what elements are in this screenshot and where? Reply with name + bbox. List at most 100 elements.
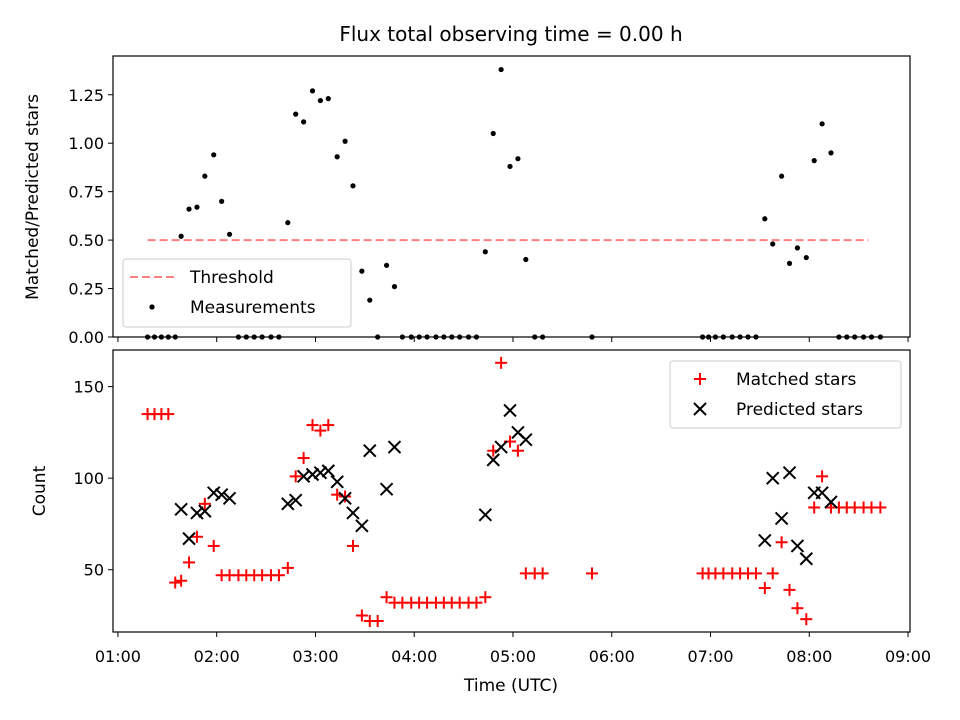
predicted-stars-point — [305, 467, 320, 482]
measurement-point — [293, 111, 299, 117]
legend-threshold-label: Threshold — [189, 268, 274, 288]
measurement-point — [490, 130, 496, 137]
x-tick-label: 09:00 — [885, 647, 931, 666]
matched-stars-point — [800, 613, 813, 626]
predicted-stars-point — [207, 486, 221, 500]
predicted-stars-point — [289, 493, 303, 507]
x-tick-label: 04:00 — [391, 647, 437, 666]
measurement-point — [811, 158, 817, 164]
matched-stars-point — [346, 539, 359, 552]
x-tick-label: 02:00 — [194, 647, 240, 666]
x-tick-label: 06:00 — [589, 647, 635, 666]
bottom-y-ticks: 50 100 150 — [73, 378, 113, 580]
matched-stars-point — [749, 567, 762, 580]
predicted-stars-point — [774, 511, 789, 526]
matched-stars-point — [355, 609, 368, 622]
predicted-stars-point — [494, 440, 508, 454]
bottom-marks — [141, 356, 887, 628]
measurement-point — [325, 96, 331, 102]
predicted-stars-point — [758, 533, 772, 548]
matched-stars-point — [306, 419, 319, 432]
predicted-stars-point — [174, 502, 188, 517]
matched-stars-point — [816, 470, 829, 483]
predicted-stars-point — [281, 497, 295, 511]
matched-stars-point — [874, 501, 887, 514]
matched-stars-point — [281, 561, 294, 574]
predicted-stars-point — [214, 487, 229, 502]
predicted-stars-point — [198, 504, 212, 518]
measurement-point — [828, 150, 834, 156]
predicted-stars-point — [486, 453, 500, 467]
measurement-point — [819, 121, 825, 127]
predicted-stars-point — [222, 491, 237, 506]
top-y-tick-label: 0.00 — [68, 328, 104, 347]
matched-stars-point — [585, 567, 598, 580]
measurement-point — [309, 88, 316, 94]
measurement-point — [285, 220, 291, 226]
measurement-point — [770, 241, 776, 247]
matched-stars-point — [198, 497, 211, 510]
bottom-y-tick-label: 150 — [73, 378, 104, 397]
legend-measurements-label: Measurements — [190, 298, 316, 318]
matched-stars-point — [175, 574, 188, 587]
measurement-point — [317, 97, 323, 104]
measurement-point — [359, 268, 365, 274]
top-y-tick-label: 0.75 — [68, 183, 104, 202]
legend-matched-swatch — [694, 373, 706, 385]
measurement-point — [482, 249, 488, 255]
top-y-tick-label: 1.00 — [68, 134, 104, 153]
measurement-point — [219, 198, 225, 204]
matched-stars-point — [495, 356, 508, 369]
matched-stars-point — [791, 602, 804, 615]
matched-stars-point — [297, 452, 310, 465]
measurement-point — [391, 284, 398, 290]
top-legend: Threshold Measurements — [122, 258, 352, 328]
bottom-y-axis-label: Count — [30, 465, 50, 516]
figure-title: Flux total observing time = 0.00 h — [339, 22, 682, 46]
matched-stars-point — [371, 615, 384, 628]
measurement-point — [779, 173, 785, 179]
x-tick-label: 07:00 — [687, 647, 733, 666]
predicted-stars-point — [190, 506, 204, 520]
top-legend-box — [122, 258, 352, 328]
predicted-stars-point — [346, 506, 360, 520]
predicted-stars-point — [519, 433, 533, 447]
matched-stars-point — [314, 424, 327, 437]
top-frame — [112, 55, 911, 338]
predicted-stars-point — [799, 552, 814, 566]
legend-measurements-swatch — [149, 304, 155, 310]
legend-predicted-swatch — [693, 402, 707, 416]
matched-stars-point — [380, 591, 393, 604]
measurement-point — [334, 154, 340, 160]
matched-stars-point — [207, 539, 220, 552]
matched-stars-point — [322, 419, 335, 432]
top-y-tick-label: 1.25 — [68, 86, 104, 105]
x-tick-label: 01:00 — [95, 647, 141, 666]
predicted-stars-point — [313, 465, 328, 480]
matched-stars-point — [470, 596, 483, 609]
predicted-stars-point — [478, 508, 493, 522]
measurement-point — [202, 173, 208, 179]
x-tick-label: 08:00 — [786, 647, 832, 666]
x-tick-label: 05:00 — [490, 647, 536, 666]
predicted-stars-point — [355, 519, 369, 533]
bottom-y-tick-label: 100 — [73, 469, 104, 488]
predicted-stars-point — [182, 531, 196, 546]
measurement-point — [523, 256, 529, 263]
predicted-stars-point — [503, 403, 517, 418]
bottom-frame — [112, 349, 911, 633]
top-y-axis-label: Matched/Predicted stars — [23, 94, 43, 300]
matched-stars-point — [536, 567, 549, 580]
measurement-point — [762, 216, 768, 222]
matched-stars-point — [511, 444, 524, 457]
measurement-point — [794, 245, 801, 251]
measurement-point — [301, 119, 307, 125]
predicted-stars-point — [790, 539, 805, 553]
matched-stars-point — [190, 530, 203, 543]
measurement-point — [178, 233, 184, 239]
matched-stars-point — [479, 591, 492, 604]
measurement-point — [194, 204, 200, 210]
matched-stars-point — [775, 536, 788, 549]
